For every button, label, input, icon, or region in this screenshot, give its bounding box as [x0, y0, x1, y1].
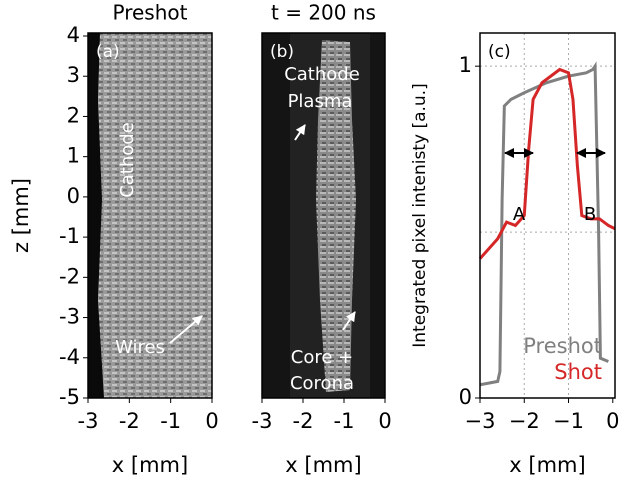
annotation: Cathode — [117, 122, 138, 198]
panel-title: Preshot — [113, 1, 188, 25]
x-tick-label: 0 — [606, 409, 619, 433]
panel-label: (c) — [488, 42, 511, 62]
x-tick-label: −2 — [509, 409, 540, 433]
x-tick-label: 0 — [205, 409, 218, 433]
x-axis-label: x [mm] — [112, 453, 188, 477]
image-b — [262, 33, 385, 398]
y-tick-label: -2 — [59, 264, 80, 288]
x-axis-label: x [mm] — [285, 453, 361, 477]
x-tick-label: -2 — [119, 409, 140, 433]
annotation: Core + — [291, 347, 353, 368]
y-tick-label: -4 — [59, 345, 80, 369]
annotation: Plasma — [288, 91, 353, 112]
y-tick-label: -1 — [59, 224, 80, 248]
x-axis-label: x [mm] — [509, 453, 585, 477]
y-tick-label: 1 — [67, 144, 80, 168]
panel-title: t = 200 ns — [271, 1, 376, 25]
axes-frame — [87, 32, 213, 399]
annotation: A — [513, 204, 526, 225]
x-tick-label: -3 — [78, 409, 99, 433]
panel-label: (a) — [96, 42, 120, 62]
x-tick-label: -1 — [334, 409, 355, 433]
y-axis-label: Integrated pixel intenisty [a.u.] — [410, 83, 430, 347]
legend-label: Shot — [554, 360, 602, 384]
panel-label: (b) — [270, 42, 294, 62]
y-tick-label: -5 — [59, 385, 80, 409]
image-a — [88, 33, 212, 398]
x-tick-label: -2 — [293, 409, 314, 433]
y-axis-label: z [mm] — [9, 178, 33, 253]
line-shot — [478, 67, 616, 260]
x-tick-label: −1 — [553, 409, 584, 433]
x-tick-label: -1 — [160, 409, 181, 433]
annotation: B — [584, 204, 596, 225]
annotation: Cathode — [284, 64, 360, 85]
x-tick-label: -3 — [252, 409, 273, 433]
y-tick-label: 2 — [67, 103, 80, 127]
axes-frame — [261, 32, 386, 399]
y-tick-label: 0 — [67, 184, 80, 208]
y-tick-label: -3 — [59, 305, 80, 329]
x-tick-label: −3 — [465, 409, 496, 433]
axes-frame — [479, 32, 616, 399]
annotation: Wires — [115, 337, 165, 358]
x-tick-label: 0 — [378, 409, 391, 433]
y-tick-label: 0 — [459, 385, 472, 409]
annotation: Corona — [290, 373, 354, 394]
legend-label: Preshot — [523, 334, 602, 358]
y-tick-label: 4 — [67, 23, 80, 47]
y-tick-label: 1 — [459, 53, 472, 77]
line-preshot — [479, 61, 609, 387]
y-tick-label: 3 — [67, 63, 80, 87]
